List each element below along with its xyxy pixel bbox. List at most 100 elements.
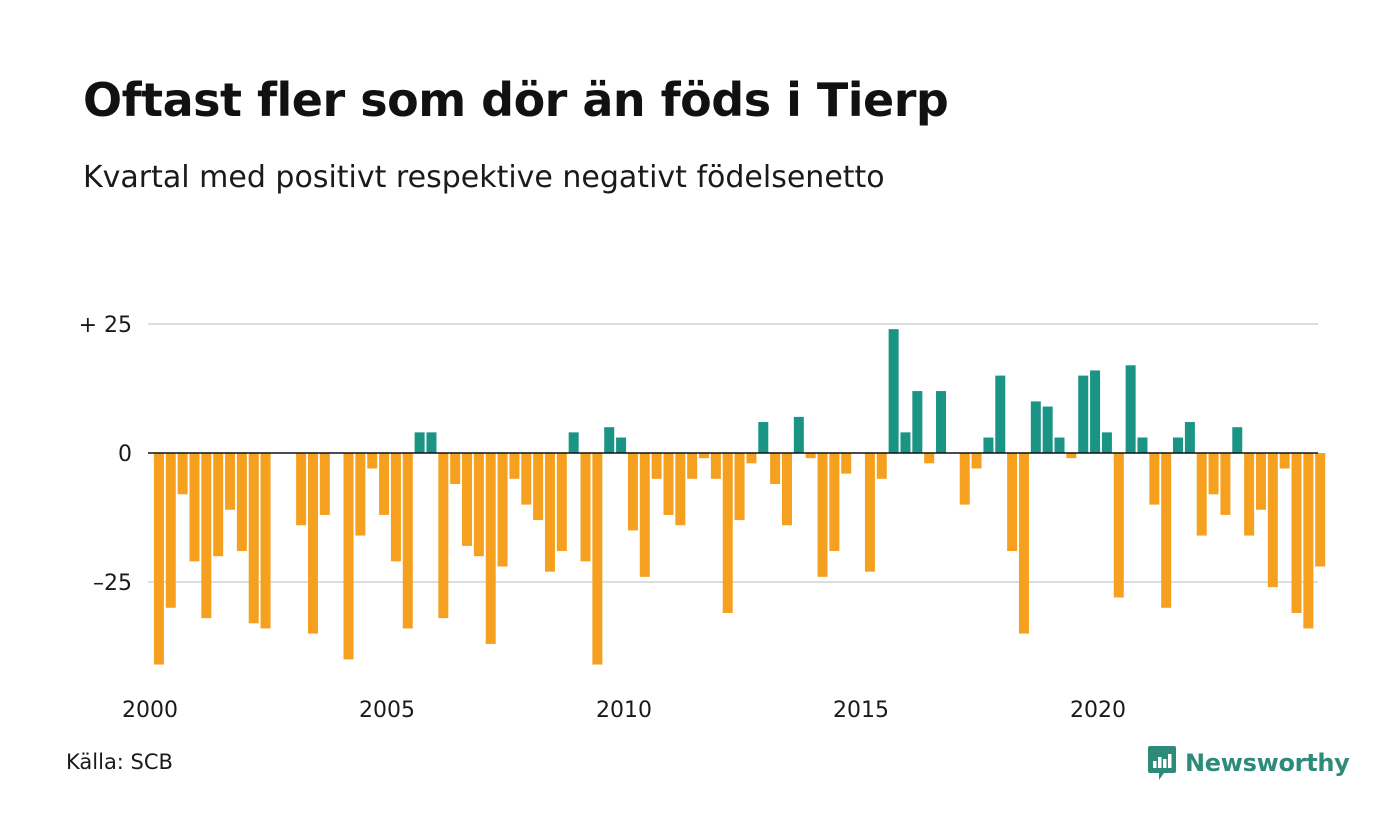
- bar-positive: [1125, 365, 1136, 453]
- bar-negative: [639, 453, 650, 577]
- bar-negative: [1303, 453, 1314, 629]
- bar-negative: [153, 453, 164, 665]
- bar-positive: [616, 437, 627, 453]
- bar-positive: [1078, 375, 1089, 453]
- bar-negative: [438, 453, 449, 619]
- bar-positive: [793, 416, 804, 453]
- bar-negative: [225, 453, 236, 510]
- bar-positive: [1054, 437, 1065, 453]
- bar-negative: [319, 453, 330, 515]
- newsworthy-logo: Newsworthy: [1147, 744, 1350, 782]
- bar-negative: [841, 453, 852, 474]
- bar-positive: [1232, 427, 1243, 453]
- bar-negative: [1113, 453, 1124, 598]
- bar-negative: [367, 453, 378, 469]
- bar-negative: [959, 453, 970, 505]
- bar-negative: [1161, 453, 1172, 608]
- bar-negative: [497, 453, 508, 567]
- bar-negative: [675, 453, 686, 526]
- bar-positive: [995, 375, 1006, 453]
- logo-wordmark: Newsworthy: [1185, 749, 1350, 777]
- bar-negative: [1196, 453, 1207, 536]
- bars: [153, 329, 1326, 665]
- bar-negative: [450, 453, 461, 484]
- bar-negative: [734, 453, 745, 521]
- bar-positive: [1101, 432, 1112, 453]
- bar-negative: [627, 453, 638, 531]
- bar-negative: [402, 453, 413, 629]
- bar-negative: [592, 453, 603, 665]
- bar-negative: [805, 453, 816, 459]
- bar-negative: [248, 453, 259, 624]
- y-tick-label: + 25: [79, 313, 132, 338]
- bar-negative: [876, 453, 887, 479]
- bar-positive: [936, 391, 947, 453]
- bar-negative: [390, 453, 401, 562]
- x-tick-label: 2000: [122, 698, 178, 723]
- bar-negative: [1007, 453, 1018, 552]
- bar-positive: [1173, 437, 1184, 453]
- bar-chart: + 25 0 –25 2000 2005 2010 2015 2020: [79, 313, 1326, 723]
- bar-negative: [177, 453, 188, 495]
- bar-negative: [924, 453, 935, 464]
- bar-negative: [722, 453, 733, 613]
- x-tick-label: 2010: [596, 698, 652, 723]
- bar-negative: [710, 453, 721, 479]
- bar-negative: [1149, 453, 1160, 505]
- bar-negative: [1315, 453, 1326, 567]
- bar-negative: [556, 453, 567, 552]
- y-tick-label: 0: [118, 442, 132, 467]
- bar-negative: [781, 453, 792, 526]
- bar-positive: [983, 437, 994, 453]
- bar-positive: [1042, 406, 1053, 453]
- newsworthy-chat-icon: [1148, 746, 1176, 780]
- bar-negative: [236, 453, 247, 552]
- x-tick-label: 2020: [1070, 698, 1126, 723]
- bar-negative: [687, 453, 698, 479]
- bar-positive: [604, 427, 615, 453]
- bar-negative: [343, 453, 354, 660]
- bar-negative: [1291, 453, 1302, 613]
- bar-negative: [770, 453, 781, 484]
- chart-title: Oftast fler som dör än föds i Tierp: [83, 73, 949, 127]
- bar-negative: [1220, 453, 1231, 515]
- bar-positive: [1184, 422, 1195, 453]
- bar-negative: [189, 453, 200, 562]
- bar-negative: [580, 453, 591, 562]
- bar-negative: [533, 453, 544, 521]
- bar-negative: [1018, 453, 1029, 634]
- bar-positive: [414, 432, 425, 453]
- bar-negative: [864, 453, 875, 572]
- bar-positive: [758, 422, 769, 453]
- bar-negative: [473, 453, 484, 557]
- bar-negative: [817, 453, 828, 577]
- bar-negative: [1244, 453, 1255, 536]
- bar-negative: [379, 453, 390, 515]
- bar-negative: [509, 453, 520, 479]
- bar-negative: [971, 453, 982, 469]
- bar-negative: [296, 453, 307, 526]
- chart-subtitle: Kvartal med positivt respektive negativt…: [83, 160, 885, 195]
- bar-negative: [521, 453, 532, 505]
- bar-negative: [663, 453, 674, 515]
- bar-negative: [462, 453, 473, 546]
- bar-negative: [1208, 453, 1219, 495]
- bar-negative: [829, 453, 840, 552]
- bar-negative: [213, 453, 224, 557]
- bar-positive: [1090, 370, 1101, 453]
- bar-positive: [912, 391, 923, 453]
- y-axis-ticks: + 25 0 –25: [79, 313, 132, 596]
- bar-negative: [1066, 453, 1077, 459]
- bar-positive: [426, 432, 437, 453]
- bar-negative: [544, 453, 555, 572]
- bar-positive: [888, 329, 899, 453]
- source-note: Källa: SCB: [66, 750, 173, 774]
- bar-negative: [1279, 453, 1290, 469]
- bar-positive: [1137, 437, 1148, 453]
- bar-negative: [699, 453, 710, 459]
- bar-negative: [651, 453, 662, 479]
- bar-negative: [1255, 453, 1266, 510]
- bar-positive: [568, 432, 579, 453]
- bar-negative: [746, 453, 757, 464]
- y-tick-label: –25: [93, 571, 132, 596]
